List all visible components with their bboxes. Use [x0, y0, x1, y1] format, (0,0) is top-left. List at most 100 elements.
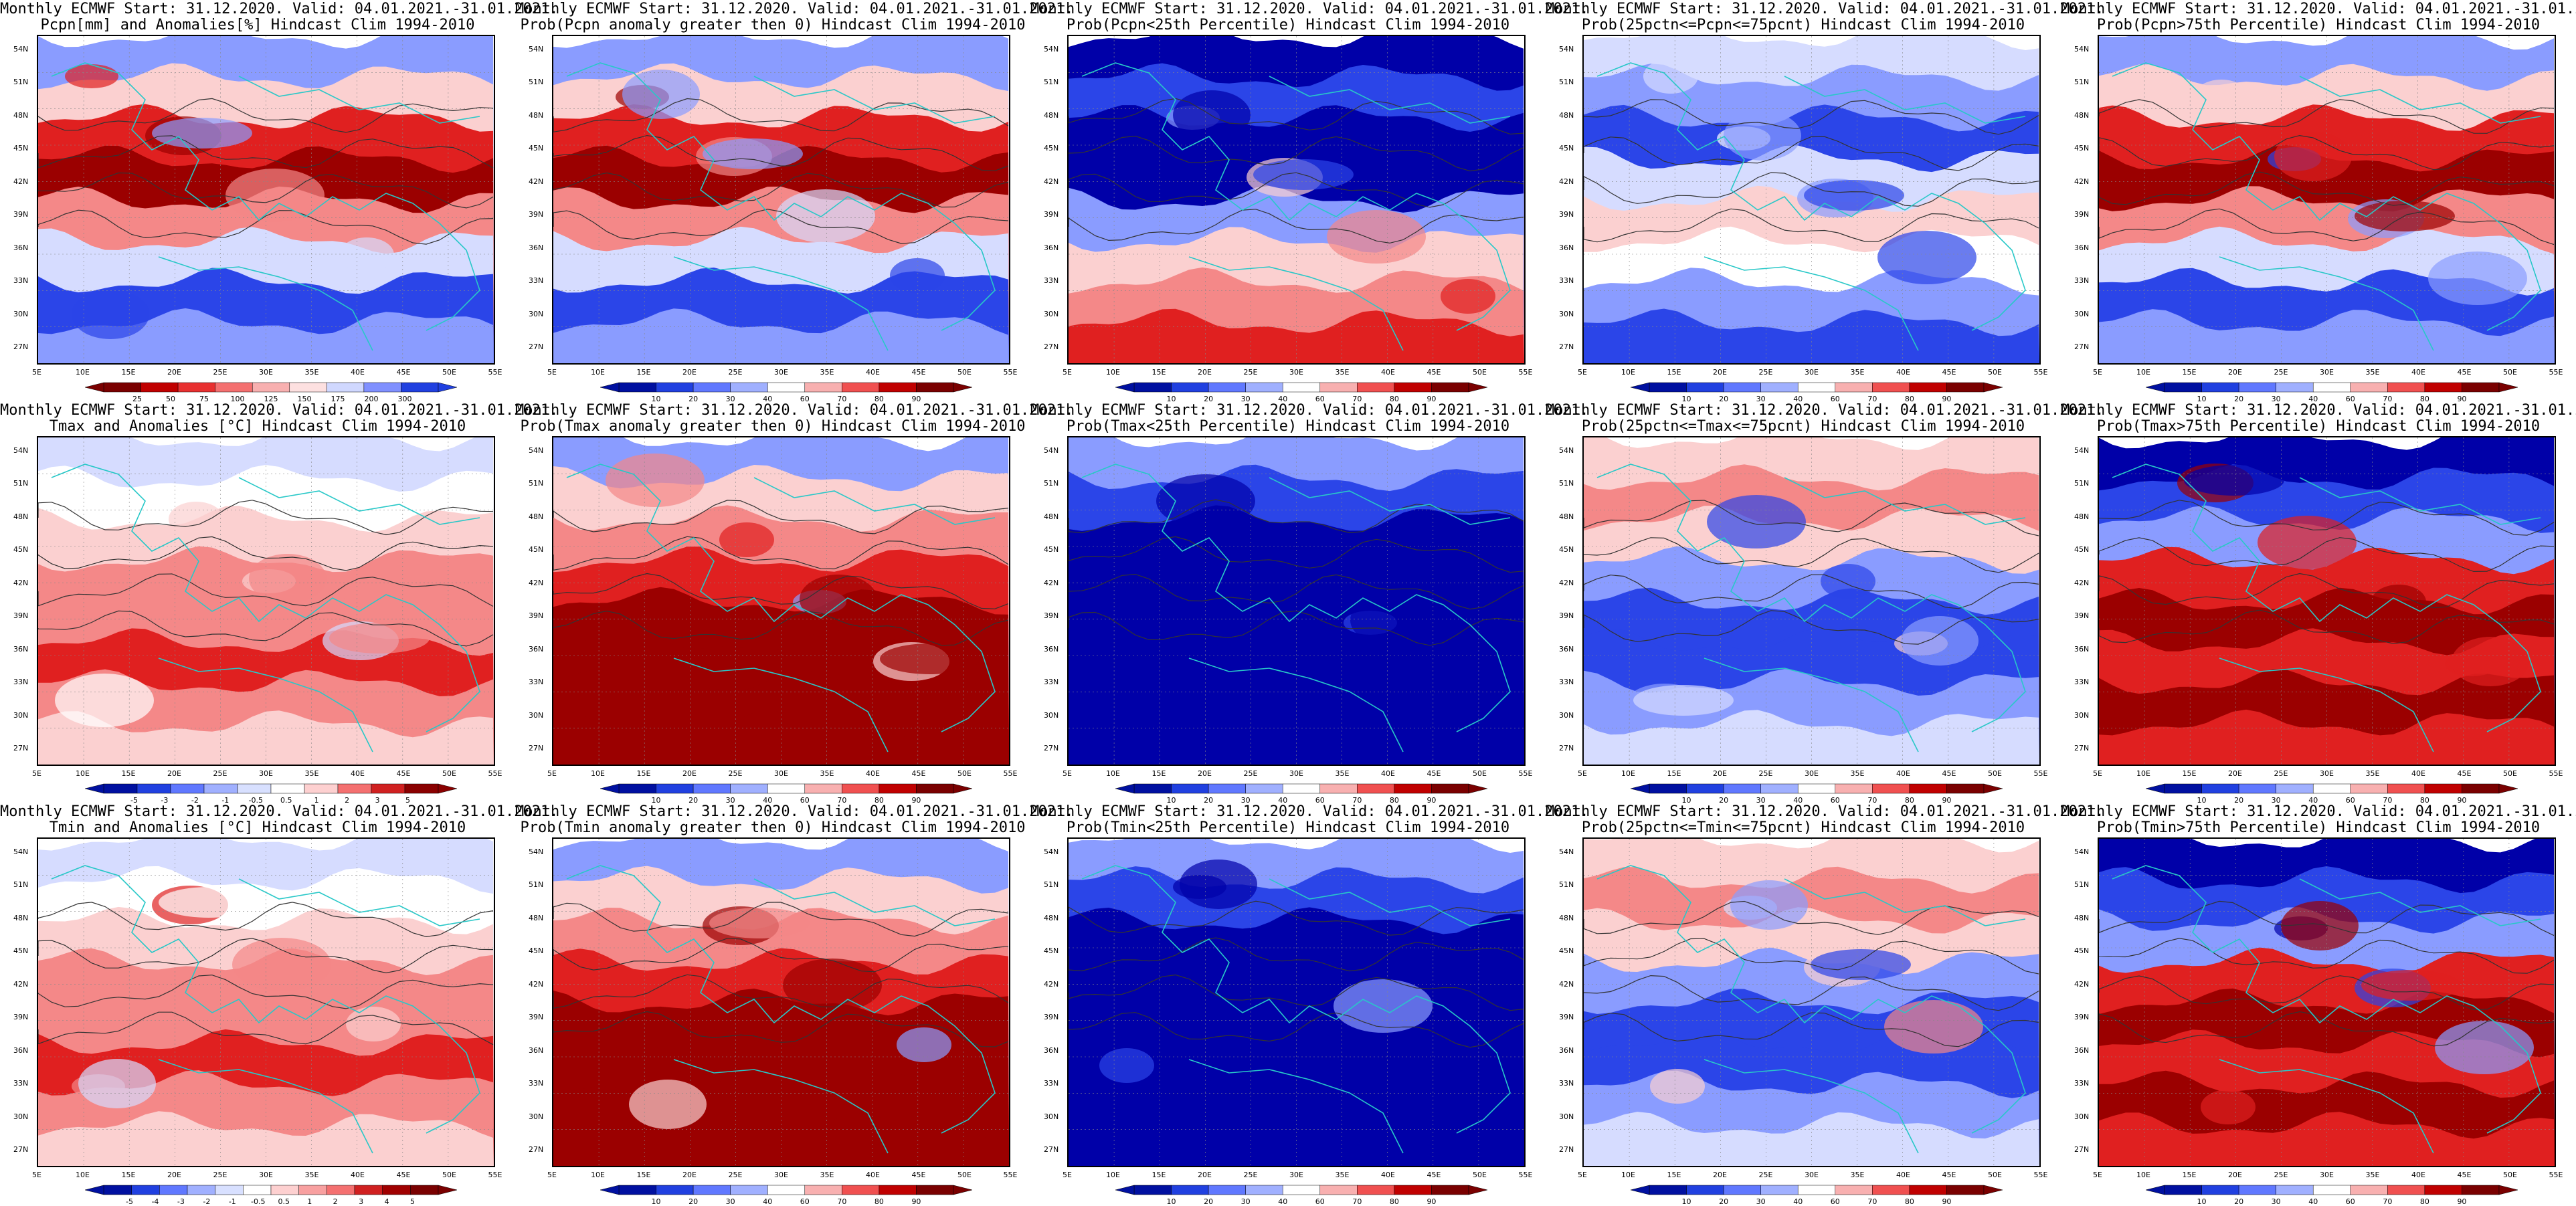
contour-line	[2099, 975, 2555, 1011]
colorbar-swatch	[2276, 382, 2314, 393]
latitude-label: 39N	[529, 611, 544, 621]
longitude-label: 25E	[2274, 1171, 2288, 1179]
longitude-label: 15E	[1667, 769, 1681, 778]
longitude-label: 55E	[2033, 769, 2048, 778]
longitude-label: 35E	[1850, 368, 1865, 377]
longitude-label: 55E	[2549, 769, 2563, 778]
latitude-label: 39N	[1044, 210, 1059, 219]
longitude-label: 55E	[1518, 769, 1533, 778]
colorbar: -5 -3 -2 -1 -0.5 0.5 1 2 3 5	[84, 783, 458, 805]
field-blob	[346, 1007, 401, 1041]
colorbar-arrow-right	[953, 783, 973, 794]
colorbar-swatch	[2424, 1185, 2462, 1195]
colorbar-tick-label: 70	[2383, 1197, 2393, 1206]
latitude-label: 30N	[2074, 710, 2090, 720]
field-blob	[2371, 585, 2426, 619]
colorbar-swatch	[187, 1185, 215, 1195]
colorbar: 10 20 30 40 60 70 80 90	[1114, 1184, 1489, 1206]
colorbar-tick-label: 90	[1942, 395, 1952, 403]
field-blob	[2184, 465, 2284, 496]
latitude-label: 42N	[2074, 979, 2090, 989]
colorbar-swatch	[1394, 1185, 1432, 1195]
forecast-map	[1582, 436, 2041, 766]
colorbar-tick-label: 70	[2383, 395, 2393, 403]
longitude-label: 55E	[1003, 368, 1018, 377]
colorbar-tick-label: 90	[2457, 395, 2467, 403]
longitude-label: 55E	[1003, 769, 1018, 778]
contour-line	[553, 209, 1009, 244]
longitude-label: 40E	[351, 769, 365, 778]
longitude-label: 30E	[259, 1171, 273, 1179]
longitude-label: 40E	[866, 769, 880, 778]
longitude-label: 35E	[820, 1171, 834, 1179]
colorbar: 10 20 30 40 60 70 80 90	[1629, 783, 2004, 805]
colorbar-swatch	[2462, 783, 2500, 794]
colorbar-tick-label: 20	[688, 796, 699, 805]
longitude-label: 5E	[1063, 368, 1072, 377]
panel-title-line1: Monthly ECMWF Start: 31.12.2020. Valid: …	[1030, 402, 1589, 419]
colorbar-tick-label: 80	[874, 1197, 884, 1206]
field-blob	[2201, 1090, 2256, 1124]
longitude-label: 15E	[1152, 1171, 1166, 1179]
field-blob	[159, 887, 259, 918]
longitude-label: 20E	[1713, 1171, 1727, 1179]
colorbar-arrow-left	[84, 783, 104, 794]
colorbar-swatch	[1872, 1185, 1910, 1195]
colorbar-swatch	[159, 1185, 188, 1195]
latitude-label: 48N	[1044, 913, 1059, 922]
colorbar-tick-label: 2	[345, 796, 350, 805]
colorbar-tick-label: 90	[911, 796, 921, 805]
colorbar-swatch	[1797, 382, 1836, 393]
latitude-label: 36N	[1559, 243, 1574, 252]
field-blob	[800, 575, 877, 624]
panel-title-line2: Prob(Pcpn>75th Percentile) Hindcast Clim…	[2096, 17, 2541, 33]
latitude-label: 45N	[1044, 946, 1059, 956]
latitude-label: 48N	[13, 913, 29, 922]
forecast-map	[2098, 837, 2556, 1167]
colorbar-tick-label: 20	[1719, 395, 1729, 403]
latitude-label: 33N	[529, 678, 544, 687]
longitude-label: 40E	[1381, 368, 1395, 377]
field-blob	[1260, 928, 1360, 959]
longitude-label: 40E	[1896, 368, 1910, 377]
panel-title-line2: Prob(Tmax>75th Percentile) Hindcast Clim…	[2096, 418, 2541, 435]
latitude-label: 27N	[1559, 342, 1574, 351]
longitude-label: 15E	[1152, 368, 1166, 377]
colorbar-tick-label: 30	[1756, 1197, 1766, 1206]
colorbar-tick-label: 4	[384, 1197, 389, 1206]
contour-line	[553, 974, 1009, 1009]
longitude-label: 25E	[1758, 769, 1773, 778]
colorbar-swatch	[2350, 382, 2388, 393]
colorbar-swatch	[656, 783, 694, 794]
colorbar-swatch	[1909, 1185, 1947, 1195]
colorbar-tick-label: 30	[1240, 796, 1251, 805]
colorbar-tick-label: 5	[410, 1197, 416, 1206]
latitude-label: 36N	[2074, 644, 2090, 654]
field-blob	[55, 674, 154, 727]
longitude-label: 10E	[76, 368, 90, 377]
colorbar-swatch	[1909, 382, 1947, 393]
colorbar-arrow-left	[2145, 382, 2165, 393]
latitude-label: 30N	[529, 710, 544, 720]
longitude-label: 45E	[1427, 769, 1441, 778]
latitude-label: 33N	[1044, 1079, 1059, 1088]
longitude-label: 50E	[2503, 368, 2517, 377]
contour-line	[1069, 1012, 1524, 1048]
contour-line	[553, 902, 1009, 937]
latitude-label: 27N	[13, 744, 29, 752]
longitude-label: 15E	[1667, 368, 1681, 377]
longitude-label: 30E	[1805, 769, 1819, 778]
colorbar-swatch	[270, 783, 305, 794]
colorbar-tick-label: 20	[2234, 1197, 2244, 1206]
latitude-label: 30N	[1559, 1112, 1574, 1121]
latitude-label: 42N	[1559, 979, 1574, 989]
field-blob	[1643, 59, 1698, 94]
colorbar-tick-label: 60	[1830, 1197, 1840, 1206]
contour-line	[553, 938, 1009, 973]
colorbar-swatch	[2350, 1185, 2388, 1195]
field-blob	[1811, 949, 1911, 980]
panel-title-line1: Monthly ECMWF Start: 31.12.2020. Valid: …	[1546, 803, 2104, 820]
longitude-label: 45E	[911, 769, 926, 778]
longitude-label: 15E	[121, 769, 136, 778]
colorbar-tick-label: 0.5	[280, 796, 292, 805]
